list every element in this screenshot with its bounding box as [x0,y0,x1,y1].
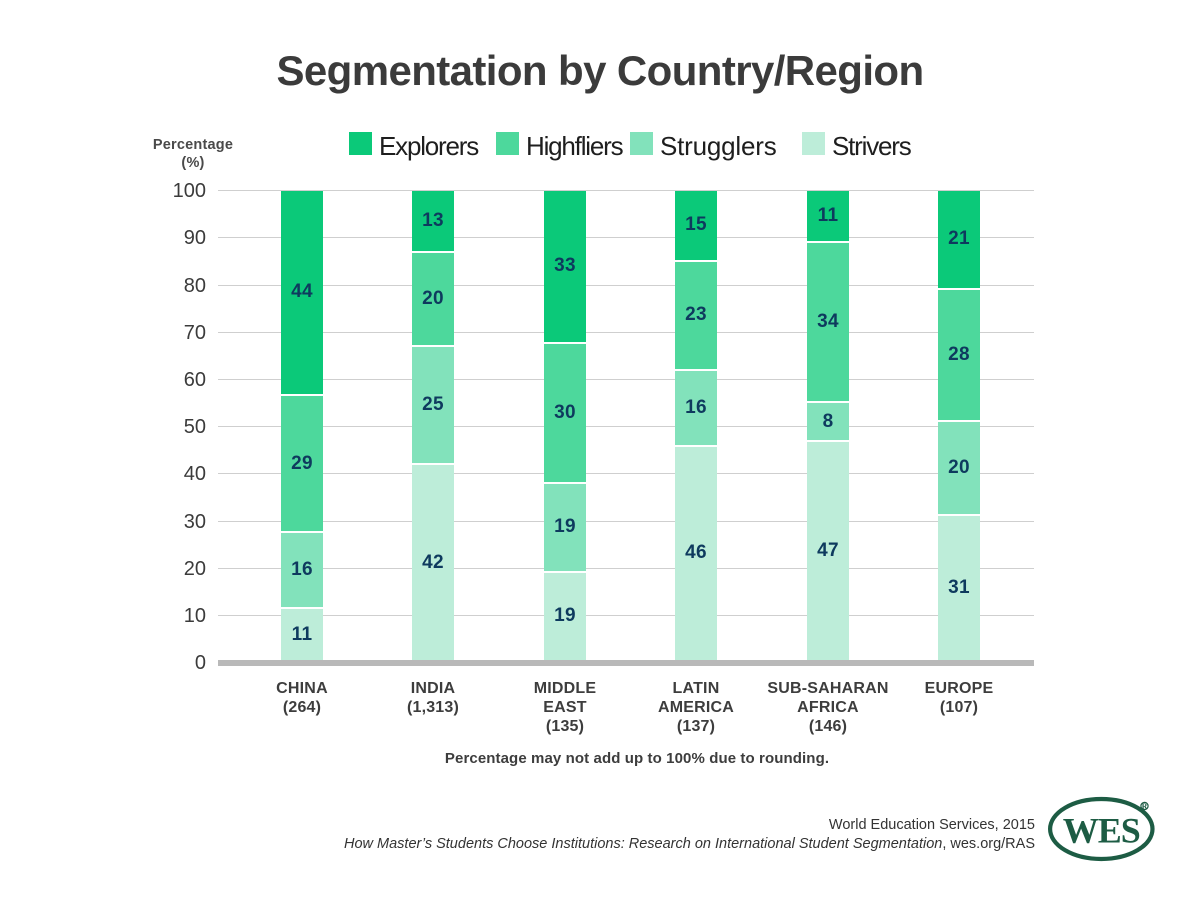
svg-text:R: R [1142,802,1148,811]
svg-text:WES: WES [1063,811,1140,851]
